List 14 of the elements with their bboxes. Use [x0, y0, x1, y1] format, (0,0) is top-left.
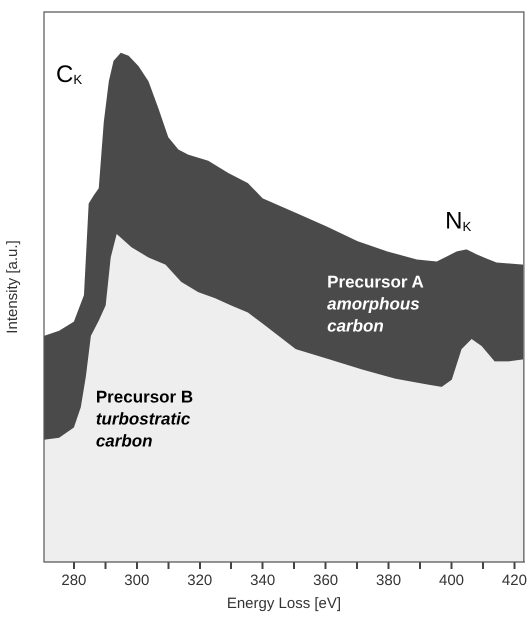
- x-axis-title: Energy Loss [eV]: [226, 595, 342, 612]
- x-tick-label: 360: [313, 572, 338, 590]
- x-tick-label: 380: [376, 572, 402, 590]
- x-tick-label: 340: [250, 572, 276, 590]
- annotation: CK: [56, 60, 82, 88]
- annotation: Precursor B turbostratic carbon: [96, 387, 194, 450]
- annotation: Precursor A amorphous carbon: [327, 272, 424, 336]
- x-tick-label: 420: [502, 572, 527, 590]
- x-tick-label: 300: [124, 572, 150, 590]
- x-tick-label: 280: [61, 572, 86, 590]
- x-tick-label: 320: [187, 572, 212, 590]
- y-axis-title: Intensity [a.u.]: [4, 240, 22, 334]
- annotation: NK: [445, 208, 472, 235]
- x-tick-label: 400: [438, 572, 464, 590]
